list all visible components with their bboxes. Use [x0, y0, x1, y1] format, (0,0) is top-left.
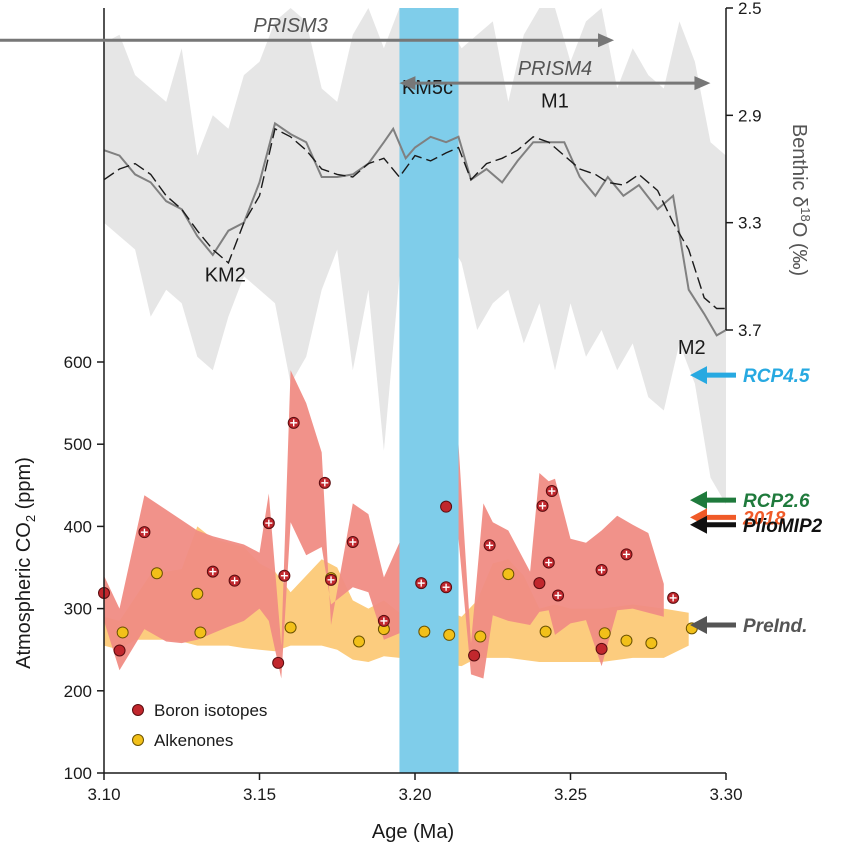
alkenone-point-15: [645, 637, 658, 650]
legend-marker-alkenones: [132, 734, 144, 746]
y-axis-title-main: Atmospheric CO: [13, 522, 35, 669]
prism-label-0: PRISM3: [253, 15, 327, 37]
boron-crossed-point-12: [483, 539, 496, 552]
boron-crossed-point-3: [262, 517, 275, 530]
x-axis-title: Age (Ma): [372, 821, 454, 843]
boron-crossed-point-13: [536, 499, 549, 512]
boron-crossed-point-9: [377, 614, 390, 627]
x-tick-label-1: 3.15: [243, 785, 276, 804]
boron-point-6: [595, 642, 608, 655]
boron-crossed-point-14: [542, 556, 555, 569]
event-label-m2: M2: [678, 337, 706, 359]
x-tick-label-0: 3.10: [87, 785, 120, 804]
event-label-km2: KM2: [205, 265, 246, 287]
alkenone-point-13: [598, 627, 611, 640]
alkenone-point-6: [353, 635, 366, 648]
alkenone-point-12: [539, 625, 552, 638]
prism-arrow-head-right-1: [694, 76, 711, 91]
co2-points-layer: [98, 416, 698, 669]
boron-crossed-point-18: [620, 548, 633, 561]
boron-crossed-point-7: [325, 573, 338, 586]
x-tick-label-2: 3.20: [398, 785, 431, 804]
y2-axis-title-sup: 18: [798, 207, 813, 221]
benthic-lines-layer: [103, 121, 727, 337]
y-axis-title: Atmospheric CO2 (ppm): [13, 457, 38, 669]
boron-crossed-point-8: [346, 536, 359, 549]
scenario-label-1: RCP2.6: [743, 491, 810, 512]
scenario-arrow-head-3: [690, 515, 707, 534]
alkenone-point-1: [150, 567, 163, 580]
x-tick-label-4: 3.30: [709, 785, 742, 804]
boron-crossed-point-2: [228, 574, 241, 587]
y2-axis-title-delta: δ: [788, 196, 810, 207]
y2-tick-label-3: 3.7: [738, 321, 762, 340]
boron-crossed-point-0: [138, 526, 151, 539]
scenario-label-4: PreInd.: [743, 616, 807, 637]
scenario-arrow-head-0: [690, 366, 707, 385]
boron-crossed-point-5: [287, 416, 300, 429]
y2-tick-label-1: 2.9: [738, 106, 762, 125]
scenario-label-3: PlioMIP2: [743, 516, 823, 537]
boron-crossed-point-10: [415, 577, 428, 590]
boron-crossed-point-17: [595, 563, 608, 576]
boron-crossed-point-6: [318, 476, 331, 489]
y2-tick-label-2: 3.3: [738, 214, 762, 233]
alkenone-point-14: [620, 634, 633, 647]
y-tick-label-3: 400: [64, 517, 92, 536]
km5c-highlight-band: [399, 8, 459, 773]
legend-label-alkenones: Alkenones: [154, 731, 233, 750]
benthic-solid-line: [103, 121, 727, 337]
y-tick-label-0: 100: [64, 764, 92, 783]
boron-point-5: [533, 577, 546, 590]
boron-crossed-point-1: [206, 565, 219, 578]
alkenone-point-0: [116, 626, 129, 639]
y2-tick-label-0: 2.5: [738, 0, 762, 18]
alkenone-point-9: [443, 628, 456, 641]
legend: Boron isotopes Alkenones: [132, 701, 267, 750]
legend-marker-boron: [132, 704, 144, 716]
legend-label-boron: Boron isotopes: [154, 701, 267, 720]
boron-crossed-point-11: [440, 581, 453, 594]
axes-layer: 3.10 3.15 3.20 3.25 3.30 100 200 300 400 500 600 2.…: [64, 0, 762, 804]
alkenone-point-8: [418, 625, 431, 638]
scenario-arrow-head-4: [690, 616, 707, 635]
y2-axis-title: Benthic δ18O (‰): [788, 124, 813, 276]
alkenone-point-3: [194, 626, 207, 639]
boron-point-4: [468, 649, 481, 662]
y-tick-label-4: 500: [64, 435, 92, 454]
prism-arrow-head-right-0: [598, 33, 615, 48]
scenario-arrow-head-1: [690, 491, 707, 510]
y-tick-label-5: 600: [64, 353, 92, 372]
alkenone-point-4: [284, 621, 297, 634]
alkenone-point-11: [502, 568, 515, 581]
x-tick-label-3: 3.25: [554, 785, 587, 804]
scenario-label-0: RCP4.5: [743, 366, 810, 387]
boron-crossed-point-16: [552, 589, 565, 602]
prism-label-1: PRISM4: [518, 58, 592, 80]
prism-arrow-head-left-1: [399, 76, 416, 91]
y2-axis-title-main: Benthic: [788, 124, 810, 196]
boron-envelope: [104, 370, 664, 679]
y-tick-label-1: 200: [64, 682, 92, 701]
y-axis-title-sub: 2: [23, 515, 38, 522]
event-label-m1: M1: [541, 90, 569, 112]
y-axis-title-unit: (ppm): [13, 457, 35, 515]
scenario-label-2: 2018: [742, 508, 786, 529]
annotations-layer: KM2KM5cM1M2PRISM3PRISM4RCP4.5RCP2.62018P…: [0, 15, 823, 637]
y-tick-label-2: 300: [64, 600, 92, 619]
alkenone-point-2: [191, 587, 204, 600]
boron-point-2: [272, 656, 285, 669]
boron-crossed-point-4: [278, 569, 291, 582]
y2-axis-title-unit: O (‰): [788, 222, 810, 276]
boron-point-3: [440, 500, 453, 513]
boron-point-1: [113, 644, 126, 657]
boron-crossed-point-19: [667, 591, 680, 604]
alkenone-point-10: [474, 630, 487, 643]
boron-crossed-point-15: [545, 485, 558, 498]
